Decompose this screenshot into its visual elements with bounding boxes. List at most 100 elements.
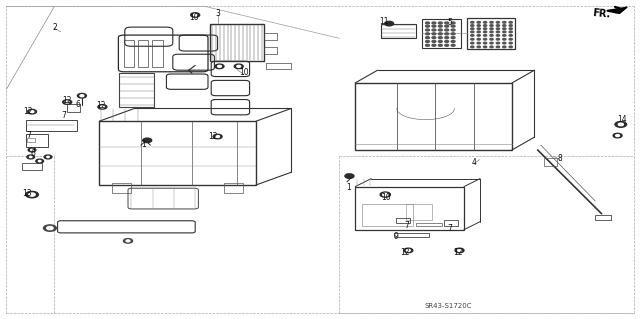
Bar: [394, 233, 429, 237]
Text: 12: 12: [400, 249, 409, 257]
Circle shape: [471, 21, 474, 23]
Circle shape: [503, 46, 506, 48]
Circle shape: [451, 25, 455, 27]
Circle shape: [29, 193, 35, 196]
Circle shape: [445, 22, 449, 24]
Circle shape: [490, 28, 493, 30]
Circle shape: [426, 37, 429, 39]
Circle shape: [438, 37, 442, 39]
Circle shape: [26, 191, 38, 198]
Circle shape: [36, 159, 44, 163]
Circle shape: [451, 41, 455, 42]
Text: 7: 7: [404, 221, 409, 230]
Text: 7: 7: [447, 224, 452, 233]
Circle shape: [218, 65, 221, 67]
Text: 10: 10: [189, 13, 199, 22]
Circle shape: [497, 42, 500, 44]
Bar: [381, 24, 416, 38]
Circle shape: [438, 41, 442, 42]
Text: 10: 10: [381, 193, 391, 202]
Bar: [416, 223, 442, 226]
Circle shape: [213, 134, 222, 139]
Circle shape: [193, 14, 197, 16]
Bar: [544, 158, 557, 166]
Circle shape: [426, 22, 429, 24]
Circle shape: [438, 33, 442, 35]
Circle shape: [484, 28, 487, 30]
Text: 7: 7: [26, 131, 31, 140]
Bar: [266, 63, 291, 69]
Circle shape: [509, 28, 513, 30]
Circle shape: [471, 28, 474, 30]
Circle shape: [451, 33, 455, 35]
Circle shape: [445, 37, 449, 39]
Circle shape: [490, 46, 493, 48]
Circle shape: [477, 39, 481, 40]
Circle shape: [100, 106, 104, 108]
Bar: [112, 183, 131, 193]
Bar: [119, 73, 154, 107]
Bar: [355, 83, 512, 150]
Circle shape: [432, 22, 436, 24]
Circle shape: [509, 39, 513, 40]
Text: 10: 10: [239, 68, 249, 77]
Text: 12: 12: [454, 249, 463, 257]
Text: 4: 4: [471, 158, 476, 167]
Circle shape: [503, 31, 506, 33]
Circle shape: [503, 39, 506, 40]
Circle shape: [63, 100, 72, 104]
Bar: [26, 120, 77, 131]
Circle shape: [77, 93, 86, 98]
Circle shape: [27, 155, 35, 159]
Bar: [264, 33, 277, 40]
Text: 1: 1: [141, 140, 147, 149]
Circle shape: [426, 41, 429, 42]
Circle shape: [484, 25, 487, 26]
Circle shape: [484, 31, 487, 33]
Text: 6: 6: [76, 100, 81, 109]
Circle shape: [613, 133, 622, 138]
Circle shape: [406, 249, 410, 251]
Circle shape: [497, 21, 500, 23]
Text: 9: 9: [393, 232, 398, 241]
Circle shape: [432, 25, 436, 27]
Bar: [224, 183, 243, 193]
Circle shape: [484, 42, 487, 44]
Circle shape: [497, 46, 500, 48]
Circle shape: [98, 105, 107, 109]
Circle shape: [65, 101, 69, 103]
Circle shape: [490, 39, 493, 40]
Circle shape: [490, 25, 493, 26]
Bar: [264, 47, 277, 54]
Circle shape: [445, 41, 449, 42]
Text: 7: 7: [61, 111, 67, 120]
Circle shape: [477, 31, 481, 33]
Circle shape: [497, 31, 500, 33]
Circle shape: [477, 25, 481, 26]
Circle shape: [345, 174, 354, 178]
Circle shape: [143, 138, 152, 143]
Bar: [210, 24, 264, 61]
Circle shape: [509, 42, 513, 44]
Circle shape: [490, 42, 493, 44]
Circle shape: [44, 155, 52, 159]
Text: 12: 12: [63, 96, 72, 105]
Circle shape: [484, 21, 487, 23]
Bar: [406, 204, 432, 220]
Circle shape: [234, 64, 243, 69]
Bar: [595, 215, 611, 220]
Circle shape: [383, 193, 388, 196]
Circle shape: [438, 29, 442, 31]
Circle shape: [31, 149, 33, 151]
Circle shape: [503, 42, 506, 44]
Circle shape: [497, 34, 500, 36]
Text: 1: 1: [346, 183, 351, 192]
Circle shape: [215, 64, 224, 69]
Circle shape: [509, 31, 513, 33]
Circle shape: [497, 39, 500, 40]
Circle shape: [471, 39, 474, 40]
Circle shape: [451, 37, 455, 39]
Bar: [22, 163, 42, 170]
Circle shape: [438, 25, 442, 27]
Circle shape: [484, 46, 487, 48]
